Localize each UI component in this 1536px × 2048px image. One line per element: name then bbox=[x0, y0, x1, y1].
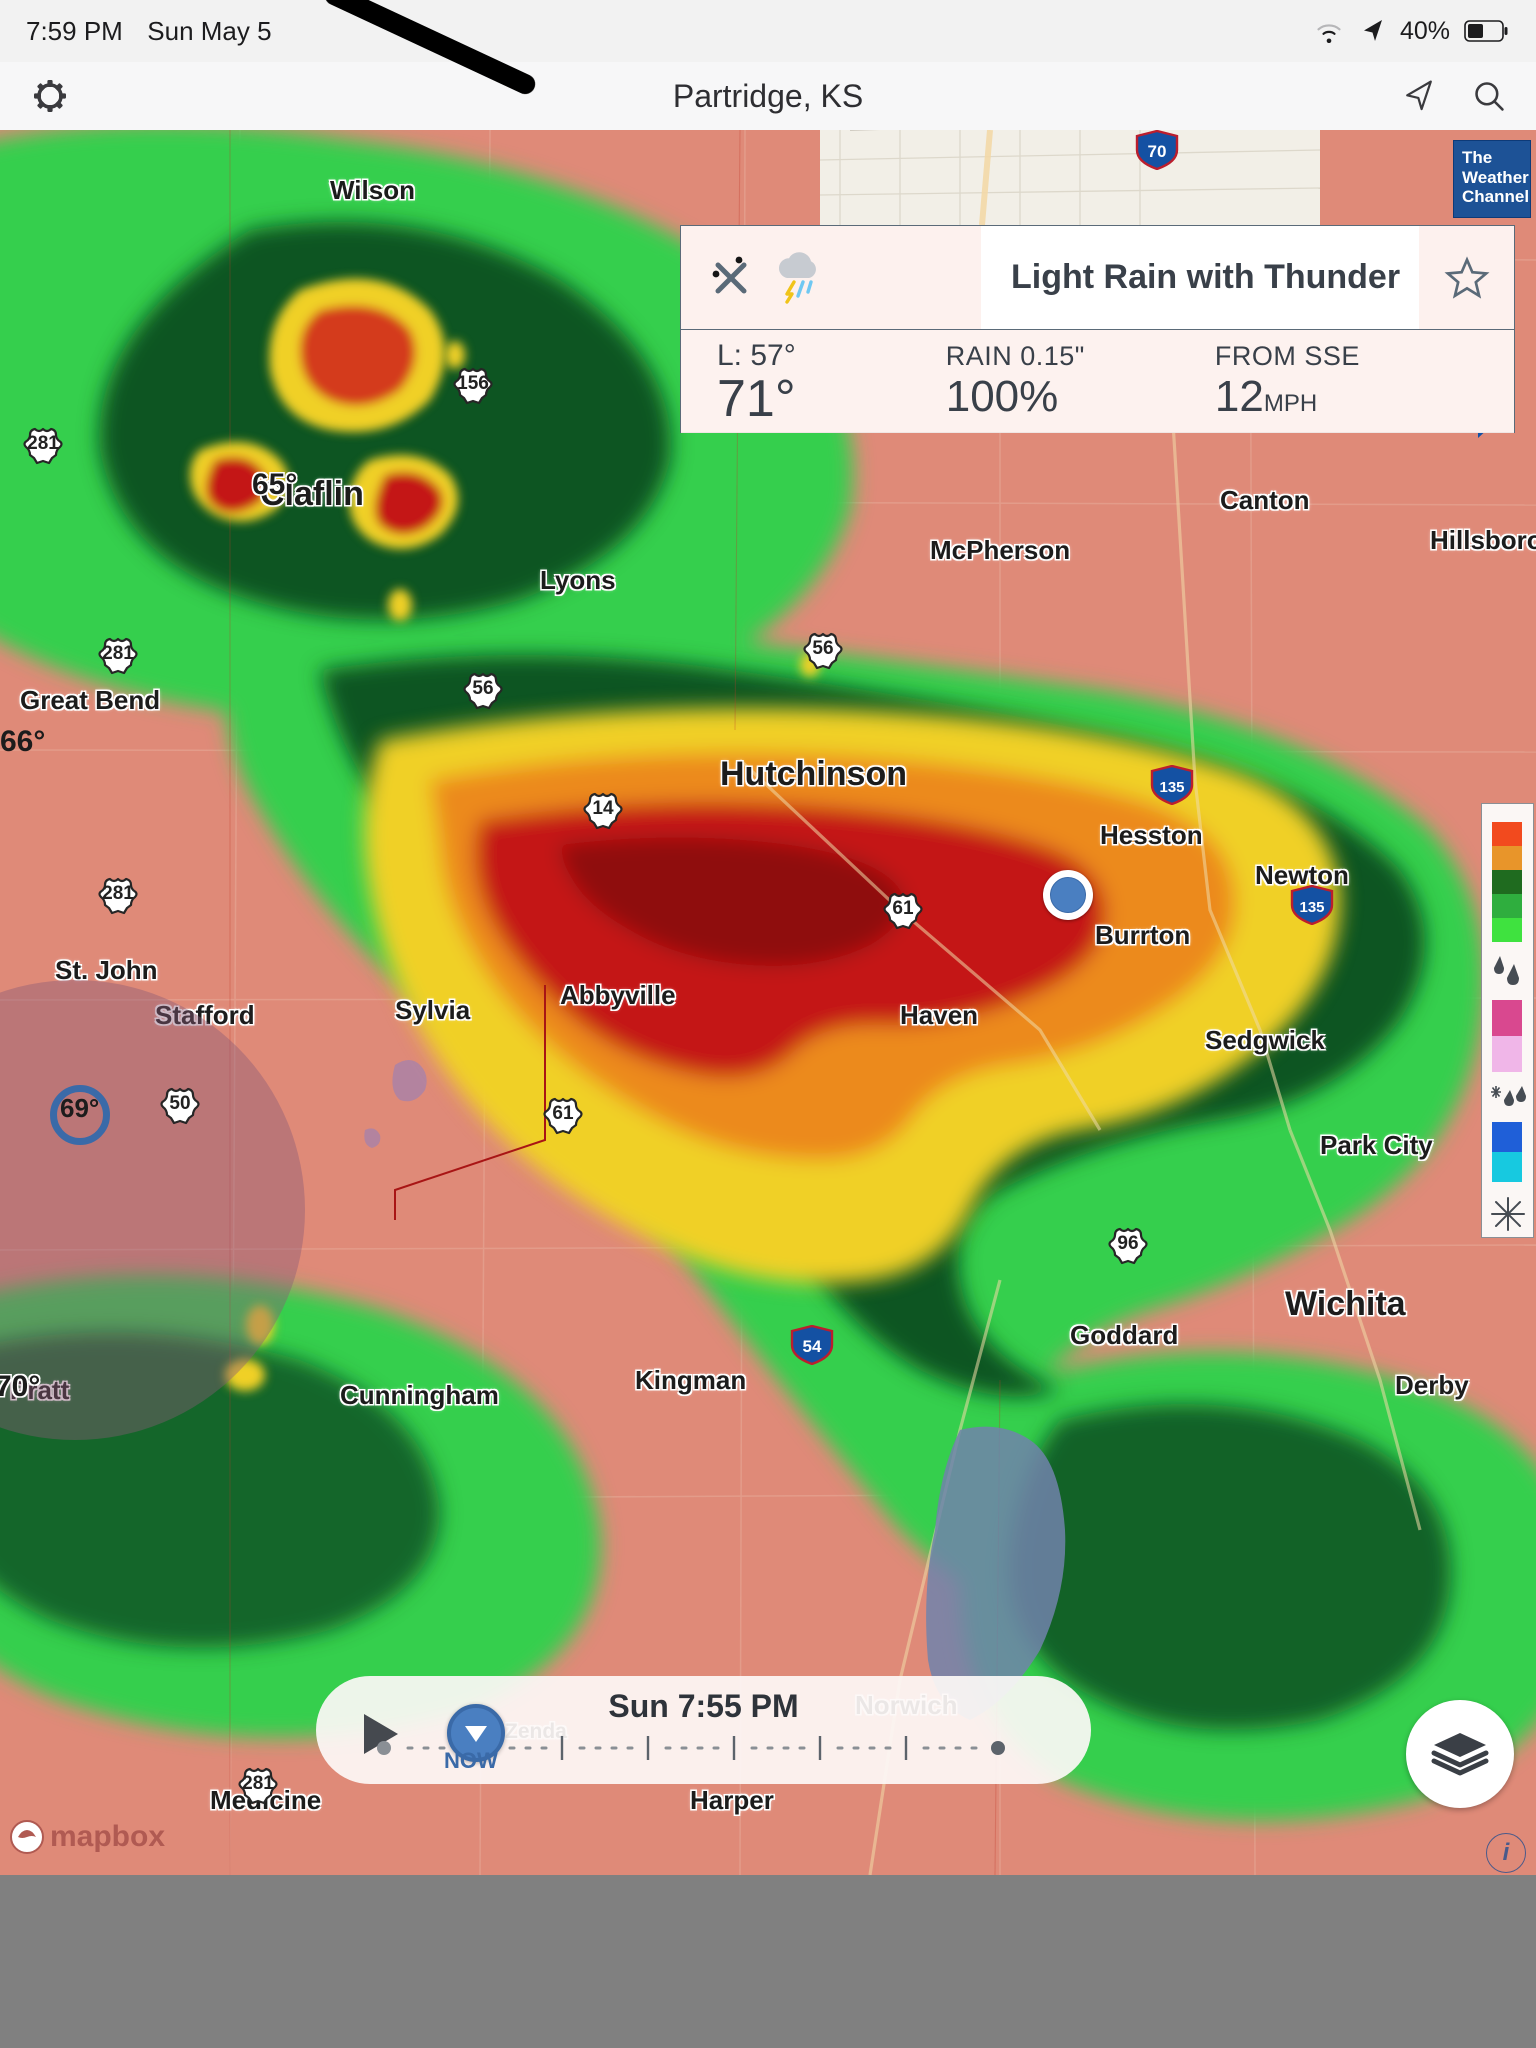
svg-text:135: 135 bbox=[1299, 899, 1324, 916]
svg-text:54: 54 bbox=[803, 1337, 822, 1356]
svg-text:135: 135 bbox=[1159, 779, 1184, 796]
svg-text:70: 70 bbox=[1148, 142, 1167, 161]
